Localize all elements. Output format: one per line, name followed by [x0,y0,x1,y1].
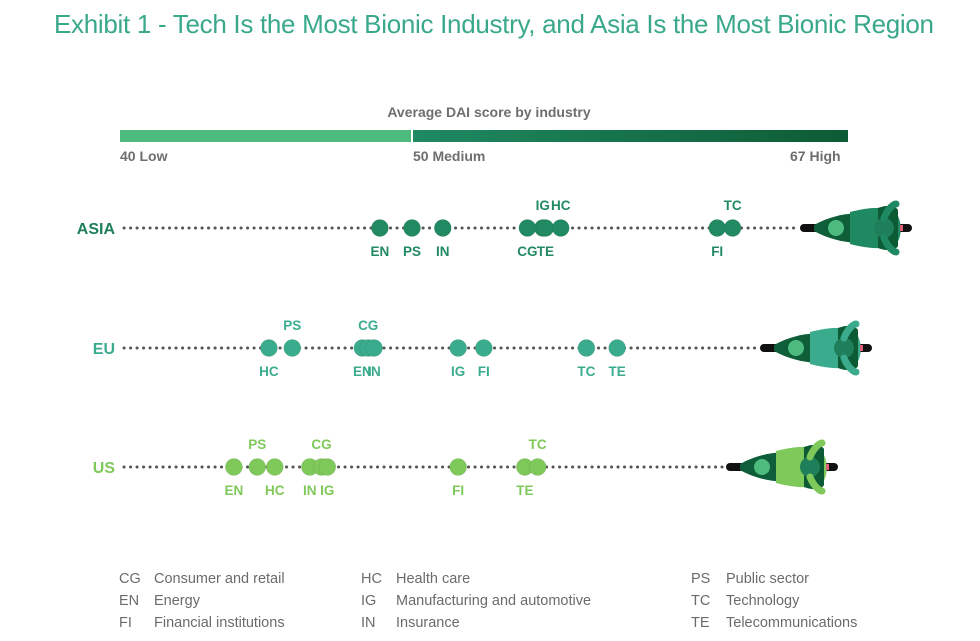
dot-ps [283,339,302,357]
chart-title: Exhibit 1 - Tech Is the Most Bionic Indu… [54,9,934,39]
row-us: US EN PS HC IN CG IG FI TE TC [93,437,838,498]
legend-code: PS [691,571,711,587]
legend-column-2: HC Health care IG Manufacturing and automo… [361,568,591,634]
legend-code: FI [119,615,132,631]
legend-item: CG Consumer and retail [119,568,285,590]
row-eu: EU HC PS EN CG IN IG FI TC TE [93,318,872,379]
dot-label-cg: CG [517,244,537,259]
dot-label-ps: PS [283,318,301,333]
dot-ig [318,458,337,476]
dot-label-en: EN [224,483,243,498]
motorcycle-icon [800,200,912,256]
legend-label: Health care [396,571,471,587]
dot-label-in: IN [303,483,317,498]
dot-label-in: IN [436,244,450,259]
legend-item: TE Telecommunications [691,612,857,634]
dot-in [433,219,452,237]
dot-hc [265,458,284,476]
region-label: ASIA [77,221,116,238]
legend-label: Technology [726,593,800,609]
dot-te [536,219,555,237]
legend-code: IN [361,615,376,631]
dot-ps [403,219,421,237]
legend-code: TE [691,615,710,631]
dot-label-ig: IG [451,364,465,379]
legend-label: Telecommunications [726,615,858,631]
dot-label-ps: PS [403,244,421,259]
dot-label-ig: IG [536,198,550,213]
legend-label: Energy [154,593,200,609]
dot-label-hc: HC [265,483,285,498]
dot-label-tc: TC [577,364,595,379]
dot-label-tc: TC [529,437,547,452]
dot-fi [449,458,468,476]
dot-en [370,219,389,237]
dot-en [224,458,243,476]
scale-label-low: 40 Low [120,148,168,164]
legend-code: EN [119,593,140,609]
dot-tc [528,458,547,476]
row-asia: ASIA EN PS IN CG IG TE HC FI TC [77,198,912,259]
scale-title-text: Average DAI score by industry [387,104,591,120]
legend-item: EN Energy [119,590,285,612]
dot-label-hc: HC [551,198,571,213]
region-label: EU [93,341,115,358]
dot-te [608,339,627,357]
legend-item: IG Manufacturing and automotive [361,590,591,612]
legend-label: Insurance [396,615,460,631]
legend-code: IG [361,593,377,609]
legend-item: PS Public sector [691,568,857,590]
scale-title: Average DAI score by industry [0,104,980,120]
dot-in [365,339,383,357]
dot-fi [708,219,727,237]
dot-label-ps: PS [248,437,266,452]
scale-label-medium: 50 Medium [413,148,486,164]
dot-label-te: TE [516,483,533,498]
dot-hc [551,219,570,237]
dot-tc [577,339,596,357]
legend-code: HC [361,571,382,587]
legend-label: Consumer and retail [154,571,285,587]
dot-label-fi: FI [478,364,490,379]
dot-label-hc: HC [259,364,279,379]
motorcycle-icon [760,320,872,376]
dot-label-in: IN [367,364,381,379]
legend-code: CG [119,571,141,587]
dot-label-cg: CG [358,318,378,333]
dot-ps [248,458,267,476]
region-label: US [93,460,116,477]
dot-cg [518,219,537,237]
legend-code: TC [691,593,711,609]
legend-label: Public sector [726,571,810,587]
dot-label-fi: FI [452,483,464,498]
scale-label-high: 67 High [790,148,841,164]
dot-label-te: TE [537,244,554,259]
dot-tc [723,219,742,237]
scale-bar-low [120,130,411,142]
dot-label-en: EN [353,364,372,379]
dot-label-ig: IG [320,483,334,498]
legend-label: Manufacturing and automotive [396,593,592,609]
legend-column-3: PS Public sector TC Technology TE Telecommu… [691,568,857,634]
dot-label-fi: FI [711,244,723,259]
legend-item: FI Financial institutions [119,612,285,634]
legend-item: TC Technology [691,590,857,612]
legend-label: Financial institutions [154,615,285,631]
scale-bar-high [413,130,848,142]
motorcycle-icon [726,439,838,495]
legend-item: HC Health care [361,568,591,590]
dot-label-cg: CG [311,437,331,452]
dot-ig [449,339,468,357]
dot-label-en: EN [370,244,389,259]
dot-label-te: TE [609,364,626,379]
dot-label-tc: TC [724,198,742,213]
dot-fi [474,339,493,357]
legend-item: IN Insurance [361,612,591,634]
legend-column-1: CG Consumer and retail EN Energy FI Financi… [119,568,285,634]
dot-hc [260,339,278,357]
